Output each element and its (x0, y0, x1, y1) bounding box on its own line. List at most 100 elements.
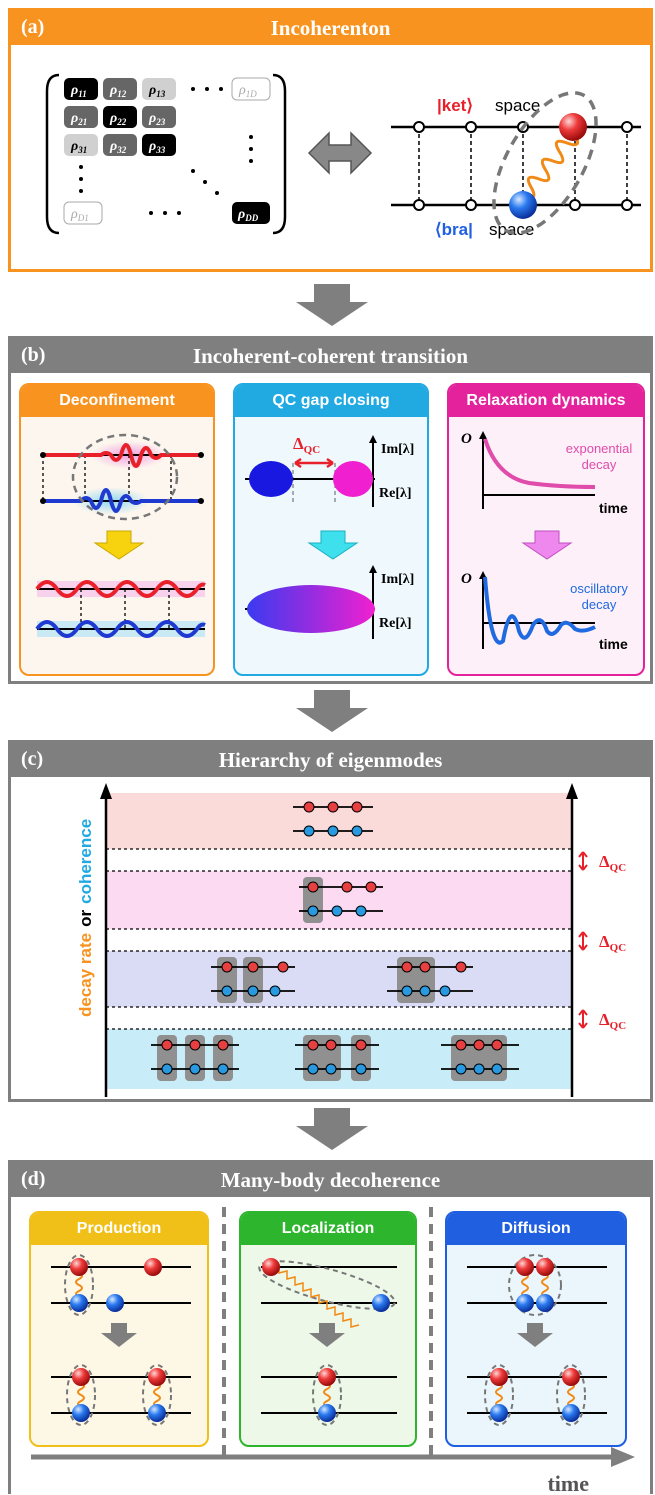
svg-text:ΔQC: ΔQC (599, 852, 626, 874)
production-title: Production (31, 1213, 207, 1245)
time-label-1: time (599, 500, 628, 516)
panel-d-label: (d) (21, 1168, 46, 1190)
panel-c-label: (c) (21, 748, 44, 770)
diffusion-box: Diffusion (445, 1211, 627, 1447)
rho-21-sub: 21 (77, 117, 87, 127)
spring-icon (524, 134, 580, 200)
rowD-dots (149, 211, 181, 215)
blue-particle (509, 191, 537, 219)
rho-d1-sub: D1 (77, 213, 89, 223)
mode-level-1 (299, 877, 383, 923)
rho-23-label: ρ (148, 111, 156, 126)
svg-text:ρ22: ρ22 (109, 111, 127, 127)
svg-text:ρDD: ρDD (237, 207, 259, 223)
merged-ellipse (247, 585, 375, 633)
rho-22-sub: 22 (116, 117, 127, 127)
rho-13-label: ρ (148, 83, 156, 98)
rho-13 (142, 78, 176, 100)
col-right-dots (249, 135, 253, 163)
production-box: Production (29, 1211, 209, 1447)
mode-level-2 (211, 957, 473, 1003)
col-left-dots (79, 165, 83, 193)
rho-33-label: ρ (148, 139, 156, 154)
red-plane-wave (35, 580, 206, 598)
panel-a-title: Incoherenton (270, 15, 391, 40)
deconfinement-diagram (35, 433, 206, 638)
bra-space-label: space (489, 220, 534, 239)
rho-1d (231, 77, 271, 101)
qc-gap-box: QC gap closing ΔQC Im[λ] Re[λ] Im[λ] Re[… (233, 383, 429, 676)
rho-22 (103, 106, 137, 128)
oscillatory-curve (483, 576, 596, 645)
svg-text:ρ13: ρ13 (148, 83, 166, 99)
qc-gap-title: QC gap closing (235, 385, 427, 417)
rho-12-sub: 12 (117, 89, 127, 99)
localization-diagram (258, 1258, 397, 1426)
localization-box: Localization (239, 1211, 417, 1447)
re-label-2: Re[λ] (379, 616, 412, 631)
rho-23-sub: 23 (155, 117, 166, 127)
localization-title: Localization (241, 1213, 415, 1245)
blue-wavepacket (43, 488, 201, 513)
ket-space-label: space (495, 96, 540, 115)
o-label-1: O (461, 431, 472, 447)
arrow-down-icon-3 (296, 1108, 368, 1150)
separator-lines (222, 1207, 433, 1457)
diffusion-diagram (467, 1254, 607, 1426)
time-arrow: time (31, 1447, 635, 1495)
o-label-2: O (461, 571, 472, 587)
matrix-left-bracket (45, 73, 60, 235)
magenta-ellipse (333, 461, 373, 497)
rho-13-sub: 13 (156, 89, 166, 99)
magenta-arrow-icon (521, 530, 573, 560)
deconfinement-title: Deconfinement (21, 385, 213, 417)
hierarchy-diagram: decay rateorcoherence ΔQC ΔQC ΔQC (76, 783, 626, 1097)
rho-12-label: ρ (109, 83, 117, 98)
ket-label: |ket⟩ (437, 96, 473, 115)
rho-31-label: ρ (70, 139, 78, 154)
svg-text:ρ23: ρ23 (148, 111, 166, 127)
osc-label-1: oscillatory (570, 581, 628, 596)
panel-b: (b) Incoherent-coherent transition Decon… (8, 336, 653, 684)
arrow-down-icon (296, 284, 368, 326)
cyan-arrow-icon (307, 530, 359, 560)
svg-text:ρD1: ρD1 (70, 207, 89, 223)
svg-text:ρ33: ρ33 (148, 139, 166, 155)
deconfinement-box: Deconfinement (19, 383, 215, 676)
rho-11 (64, 78, 98, 100)
relaxation-box: Relaxation dynamics O exponential decay … (447, 383, 645, 676)
rho-32 (103, 134, 137, 156)
matrix-right-bracket (272, 73, 287, 235)
time-label-d: time (547, 1471, 589, 1495)
bra-label: ⟨bra| (435, 220, 473, 239)
rho-d1-label: ρ (70, 207, 78, 222)
incoherenton-ellipse (492, 91, 598, 235)
rho-33-sub: 33 (155, 145, 166, 155)
im-label-1: Im[λ] (381, 442, 414, 457)
mode-level-0 (293, 801, 373, 837)
panel-b-title: Incoherent-coherent transition (192, 343, 469, 368)
rho-11-label: ρ (70, 83, 78, 98)
svg-text:ΔQC: ΔQC (599, 932, 626, 954)
panel-d-title: Many-body decoherence (220, 1167, 441, 1192)
svg-text:ρ1D: ρ1D (238, 83, 257, 99)
rho-22-label: ρ (109, 111, 117, 126)
rho-dd (232, 202, 270, 224)
exponential-curve (483, 438, 596, 489)
re-label-1: Re[λ] (379, 486, 412, 501)
rho-1d-sub: 1D (246, 89, 258, 99)
rho-1d-label: ρ (238, 83, 246, 98)
rho-33 (142, 134, 176, 156)
time-label-2: time (599, 636, 628, 652)
yellow-arrow-icon (93, 530, 145, 560)
gray-arrow-icon (101, 1323, 137, 1347)
panel-c: (c) Hierarchy of eigenmodes decay rateor… (8, 740, 653, 1102)
relaxation-title: Relaxation dynamics (449, 385, 643, 417)
relaxation-diagram: O exponential decay time O oscillatory d… (461, 431, 632, 652)
panel-b-header: (b) Incoherent-coherent transition (11, 339, 650, 373)
rho-31 (64, 134, 98, 156)
rho-12 (103, 78, 137, 100)
rho-32-sub: 32 (116, 145, 127, 155)
rho-11-sub: 11 (78, 89, 87, 99)
delta-qc-label: ΔQC (293, 434, 320, 456)
